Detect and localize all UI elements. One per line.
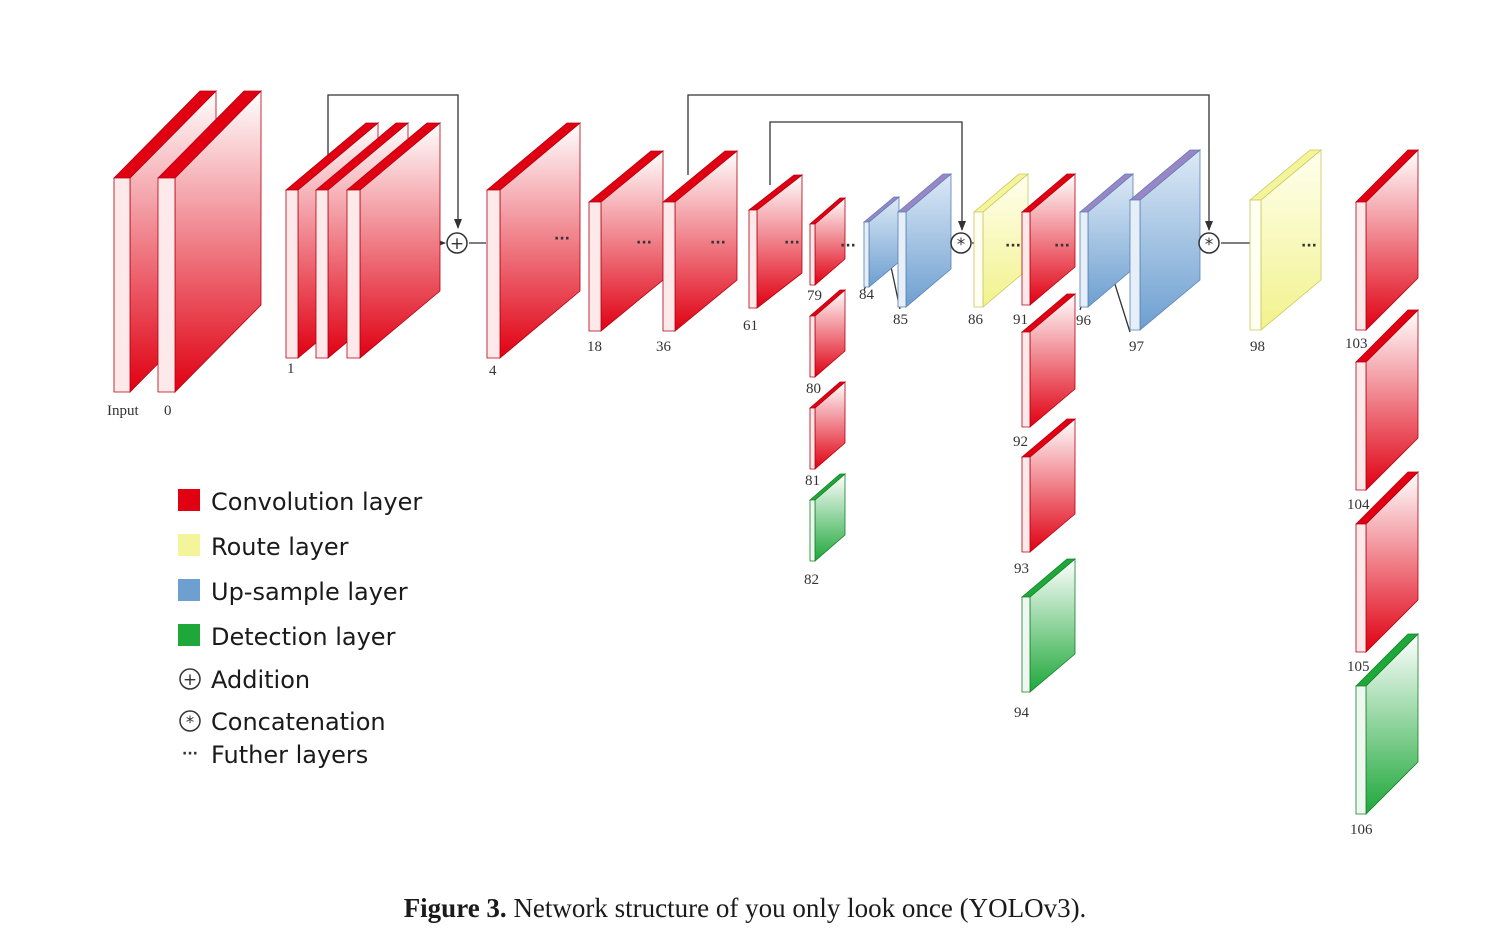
concatenation-symbol: * <box>950 232 972 255</box>
layer-label: 94 <box>1014 705 1030 721</box>
layer-label: 4 <box>489 363 497 379</box>
convolution-layer <box>1355 471 1419 653</box>
layer-label: 97 <box>1129 339 1145 355</box>
legend-swatch-upsample <box>178 579 200 601</box>
upsample-layer <box>1128 149 1202 331</box>
legend-label-detection: Detection layer <box>211 623 396 651</box>
detection-layer <box>1020 558 1077 693</box>
layer-label: 85 <box>893 312 908 328</box>
legend-label-addition: Addition <box>211 666 310 694</box>
convolution-layer <box>1355 149 1419 331</box>
convolution-layer <box>157 90 262 393</box>
layer-label: 103 <box>1345 336 1368 352</box>
further-layers-dots: ··· <box>554 231 570 247</box>
layer-label: 18 <box>587 339 602 355</box>
legend-label-convolution: Convolution layer <box>211 488 422 516</box>
further-layers-dots: ··· <box>840 238 856 254</box>
convolution-layer <box>1020 418 1077 553</box>
layer-label: 36 <box>656 339 672 355</box>
addition-symbol: + <box>446 232 468 254</box>
layer-label: 104 <box>1347 497 1370 513</box>
caption-text: Network structure of you only look once … <box>513 893 1087 923</box>
legend-label-upsample: Up-sample layer <box>211 578 408 606</box>
convolution-layer <box>1355 309 1419 491</box>
layer-label: 105 <box>1347 659 1370 675</box>
layer-label: 86 <box>968 312 984 328</box>
route-layer <box>972 173 1030 308</box>
svg-text:*: * <box>186 713 195 733</box>
legend: Convolution layer Route layer Up-sample … <box>178 488 422 769</box>
layer-label: 61 <box>743 318 758 334</box>
layer-label: 106 <box>1350 822 1373 838</box>
further-layers-dots: ··· <box>1054 238 1070 254</box>
layer-label: 92 <box>1013 434 1028 450</box>
upsample-layer <box>896 173 953 308</box>
layer-label: 91 <box>1013 312 1028 328</box>
convolution-layer <box>747 174 804 309</box>
upsample-layer <box>1078 173 1135 308</box>
convolution-layer <box>661 150 739 332</box>
layer-label: 81 <box>805 473 820 489</box>
legend-swatch-detection <box>178 624 200 646</box>
layer-label: Input <box>107 403 139 419</box>
figure-caption: Figure 3. Network structure of you only … <box>0 893 1490 924</box>
further-layers-icon: ··· <box>182 746 198 762</box>
legend-label-further: Futher layers <box>211 741 368 769</box>
layer-label: 80 <box>806 381 821 397</box>
svg-text:+: + <box>183 670 197 690</box>
layer-label: 84 <box>859 287 875 303</box>
layer-labels: Input 0 1 4 18 36 61 79 80 81 82 84 85 8… <box>107 287 1373 838</box>
route-layer <box>1248 149 1323 331</box>
layer-label: 93 <box>1014 561 1029 577</box>
further-layers-dots: ··· <box>784 235 800 251</box>
convolution-layer <box>808 197 847 286</box>
convolution-layer <box>485 122 582 359</box>
detection-layer <box>808 473 847 562</box>
further-layers-dots: ··· <box>1301 238 1317 254</box>
convolution-layer <box>808 381 847 470</box>
upsample-layer <box>862 196 901 288</box>
layer-label: 79 <box>807 288 822 304</box>
layer-label: 0 <box>164 403 172 419</box>
convolution-layer <box>1020 173 1077 306</box>
layer-label: 96 <box>1076 313 1092 329</box>
concatenation-symbol: * <box>1198 232 1220 255</box>
further-layers-dots: ··· <box>710 235 726 251</box>
convolution-layer <box>587 150 665 332</box>
further-layers-dots: ··· <box>1005 238 1021 254</box>
detection-layer <box>1355 633 1419 815</box>
svg-text:+: + <box>450 234 464 254</box>
legend-swatch-convolution <box>178 489 200 511</box>
svg-text:*: * <box>1205 235 1214 255</box>
addition-icon: + <box>179 668 201 690</box>
caption-label: Figure 3. <box>403 893 507 923</box>
layer-label: 1 <box>287 361 295 377</box>
convolution-layer <box>345 122 442 359</box>
legend-label-concatenation: Concatenation <box>211 708 386 736</box>
convolution-layer <box>808 289 847 378</box>
convolution-layer <box>1020 293 1077 428</box>
svg-text:*: * <box>957 235 966 255</box>
layer-label: 82 <box>804 572 819 588</box>
legend-swatch-route <box>178 534 200 556</box>
legend-label-route: Route layer <box>211 533 349 561</box>
layer-label: 98 <box>1250 339 1265 355</box>
further-layers-dots: ··· <box>636 235 652 251</box>
concatenation-icon: * <box>179 710 201 733</box>
